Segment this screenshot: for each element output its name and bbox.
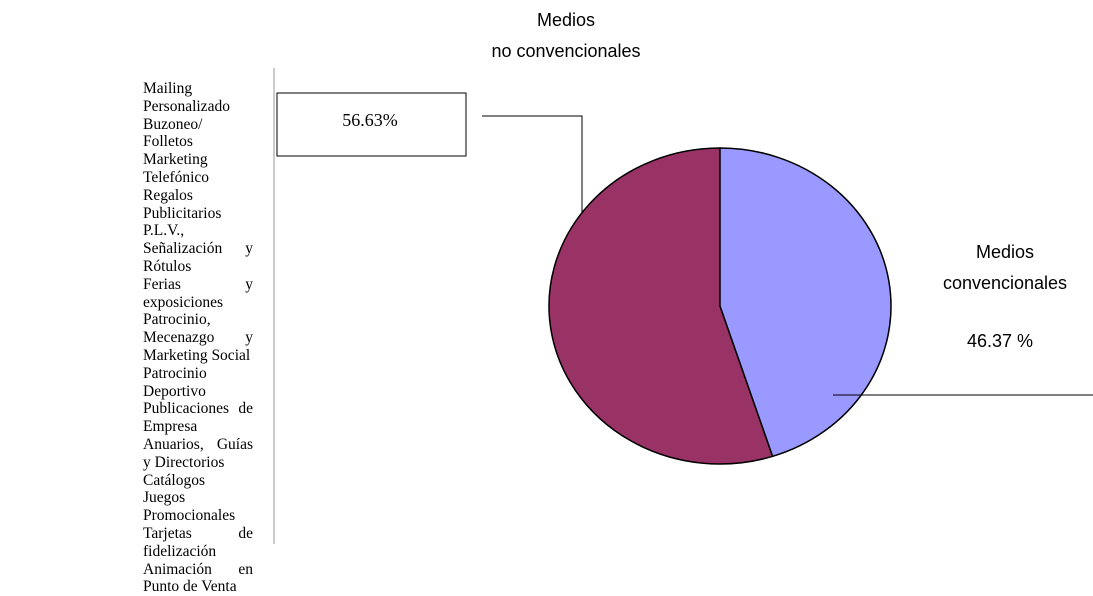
list-item: Marketing Telefónico [143,151,210,186]
slice-label: Medios convencionales [942,242,1068,293]
page: Mailing Personalizado Buzoneo/ Folletos Ma… [143,10,1093,596]
list-item: Buzoneo/ Folletos [143,115,203,151]
list-item: Ferias y exposiciones [143,275,253,311]
list-item: Juegos Promocionales [143,489,236,525]
slice-label: Medios no convencionales [491,10,641,61]
list-item: Patrocinio, Mecenazgo y Marketing Social [143,311,253,364]
list-item: P.L.V., Señalización y Rótulos [143,222,253,275]
label-box [276,92,467,157]
value-label: 56.63% [342,110,398,130]
list-item: Tarjetas de fidelización [143,524,253,560]
list-item: Regalos Publicitarios [143,186,222,222]
media-list: Mailing Personalizado Buzoneo/ Folletos Ma… [143,80,253,596]
list-item: Publicaciones de Empresa [143,400,253,436]
list-item: Mailing Personalizado [143,80,230,115]
pie-slice [548,147,774,465]
list-item: Patrocinio Deportivo [143,364,207,400]
value-label: 46.37 % [966,331,1034,351]
chart [273,68,1093,544]
pie-slice [719,147,892,458]
list-item: Catálogos [143,471,205,489]
list-item: Animación en Punto de Venta [143,560,253,596]
list-item: Anuarios, Guías y Directorios [143,435,253,471]
